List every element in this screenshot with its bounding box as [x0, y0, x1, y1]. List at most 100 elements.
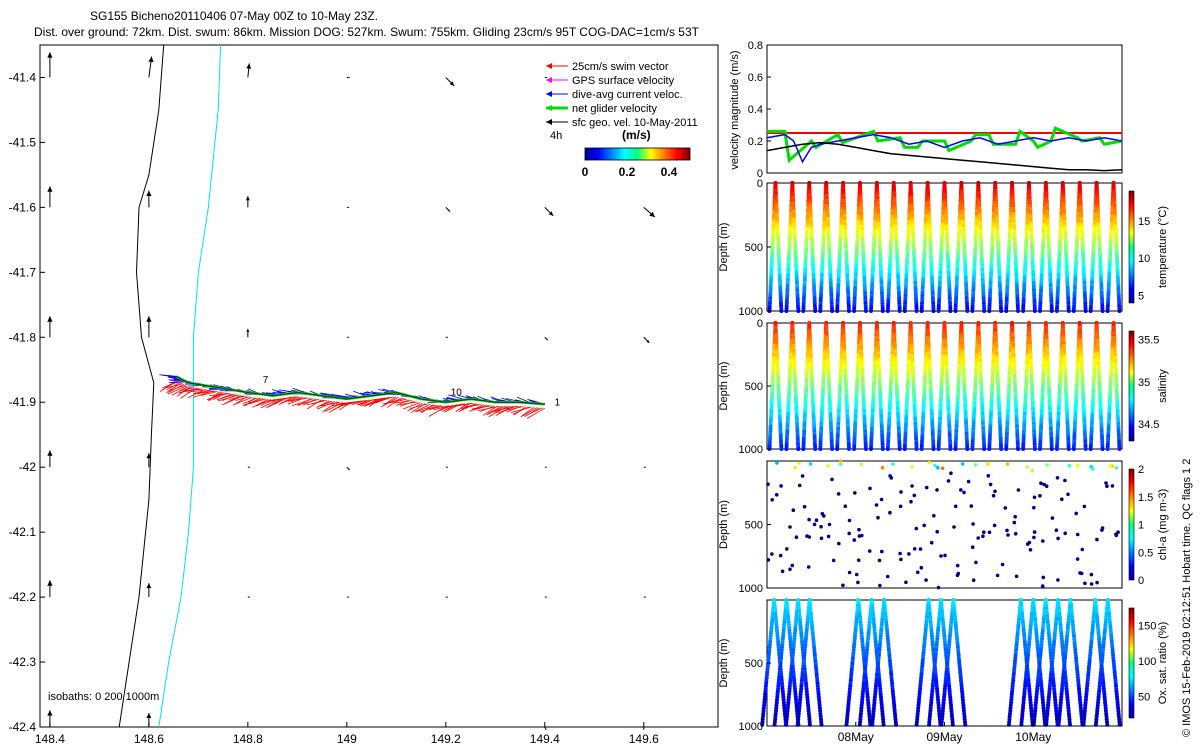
arrow-head	[146, 453, 152, 459]
surface-velocity-arrow	[146, 316, 152, 338]
chla-sample	[788, 567, 792, 572]
surface-velocity-arrow	[47, 316, 53, 338]
salinity-sample	[1049, 447, 1054, 451]
swim-vector	[488, 405, 503, 414]
swim-vector	[187, 389, 207, 393]
chla-sample	[1095, 580, 1099, 585]
chla-sample	[1012, 520, 1017, 525]
legend-arrowhead	[546, 119, 552, 125]
profile-colorbar-tick: 10	[1138, 253, 1150, 265]
swim-vector	[280, 396, 298, 404]
temperature-sample	[1021, 309, 1026, 313]
chla-sample	[907, 552, 911, 556]
chla-sample	[847, 570, 852, 575]
track-dive-label: 7	[263, 375, 269, 386]
chla-sample	[914, 526, 919, 531]
isobath-label: isobaths: 0 200 1000m	[48, 691, 159, 703]
temperature-sample	[779, 309, 784, 313]
figure-subtitle: Dist. over ground: 72km. Dist. swum: 86k…	[34, 25, 700, 39]
chla-sample	[1063, 531, 1067, 536]
swim-vector	[357, 399, 370, 405]
arrow-head	[545, 728, 547, 730]
temperature-sample	[1105, 309, 1110, 313]
swim-vector	[291, 398, 314, 406]
swim-vector	[167, 385, 187, 395]
chla-sample	[959, 488, 963, 492]
temperature-sample	[931, 309, 936, 313]
velocity-axes-frame	[766, 44, 1123, 174]
temperature-sample	[1071, 309, 1076, 313]
chla-sample	[985, 462, 990, 466]
surface-velocity-arrow	[544, 726, 547, 731]
surface-velocity-arrow	[245, 196, 250, 208]
chla-sample	[1032, 505, 1036, 510]
temperature-sample	[880, 309, 885, 313]
arrow-head	[548, 211, 554, 216]
arrow-head	[348, 468, 350, 470]
temperature-sample	[897, 309, 902, 313]
salinity-sample	[869, 447, 873, 451]
surface-velocity-arrow	[445, 77, 455, 87]
surface-velocity-arrow	[146, 190, 152, 208]
temperature-sample	[796, 309, 801, 313]
swim-vector	[217, 394, 239, 402]
chla-sample	[778, 553, 783, 558]
salinity-sample	[885, 447, 890, 451]
swim-vector	[496, 405, 519, 411]
swim-vector	[429, 405, 444, 410]
chla-sample	[1027, 540, 1032, 545]
salinity-sample	[1054, 447, 1059, 451]
chla-sample	[879, 497, 884, 502]
chla-sample	[915, 570, 920, 575]
chla-sample	[793, 465, 797, 470]
swim-vector	[373, 396, 391, 401]
salinity-sample	[936, 447, 941, 451]
swim-vector	[183, 388, 203, 392]
chla-sample	[802, 504, 807, 509]
chla-sample	[874, 503, 879, 507]
swim-vector	[320, 401, 341, 407]
chla-sample	[955, 563, 960, 568]
chla-sample	[973, 463, 978, 467]
chla-sample	[969, 504, 974, 508]
temperature-sample	[902, 309, 907, 313]
temperature-sample	[1088, 309, 1093, 313]
chla-sample	[904, 580, 908, 585]
surface-velocity-arrow	[643, 336, 650, 344]
chla-sample	[1030, 468, 1035, 473]
profile-colorbar-tick: 15	[1138, 216, 1150, 228]
chla-sample	[1054, 528, 1059, 532]
profile-ylabel: Depth (m)	[718, 223, 730, 272]
chla-sample	[814, 518, 819, 522]
map-y-tick-label: -42.2	[9, 590, 37, 604]
arrow-head	[348, 76, 350, 78]
arrow-head	[47, 52, 53, 58]
chla-sample	[788, 525, 792, 529]
chla-sample	[1074, 511, 1078, 516]
chla-sample	[1083, 581, 1087, 586]
temperature-sample	[914, 309, 919, 313]
chla-sample	[854, 572, 859, 577]
chla-sample	[847, 518, 852, 523]
arrow-head	[148, 56, 154, 63]
arrow-head	[146, 713, 152, 719]
speed-colorbar-label: (m/s)	[622, 128, 651, 142]
swim-vector	[526, 407, 543, 416]
chla-sample	[932, 513, 936, 518]
velocity-y-tick-label: 0	[757, 168, 763, 180]
chla-sample	[936, 585, 941, 590]
map-x-tick-label: 149.6	[629, 732, 659, 746]
temperature-sample	[1100, 309, 1105, 313]
chla-sample	[899, 557, 903, 562]
chla-sample	[971, 578, 976, 582]
chla-sample	[841, 583, 845, 588]
chla-sample	[775, 461, 779, 465]
chla-sample	[791, 508, 796, 512]
temperature-sample	[987, 309, 992, 313]
swim-vector	[365, 397, 386, 407]
chla-sample	[836, 492, 841, 496]
swim-vector	[357, 398, 375, 406]
